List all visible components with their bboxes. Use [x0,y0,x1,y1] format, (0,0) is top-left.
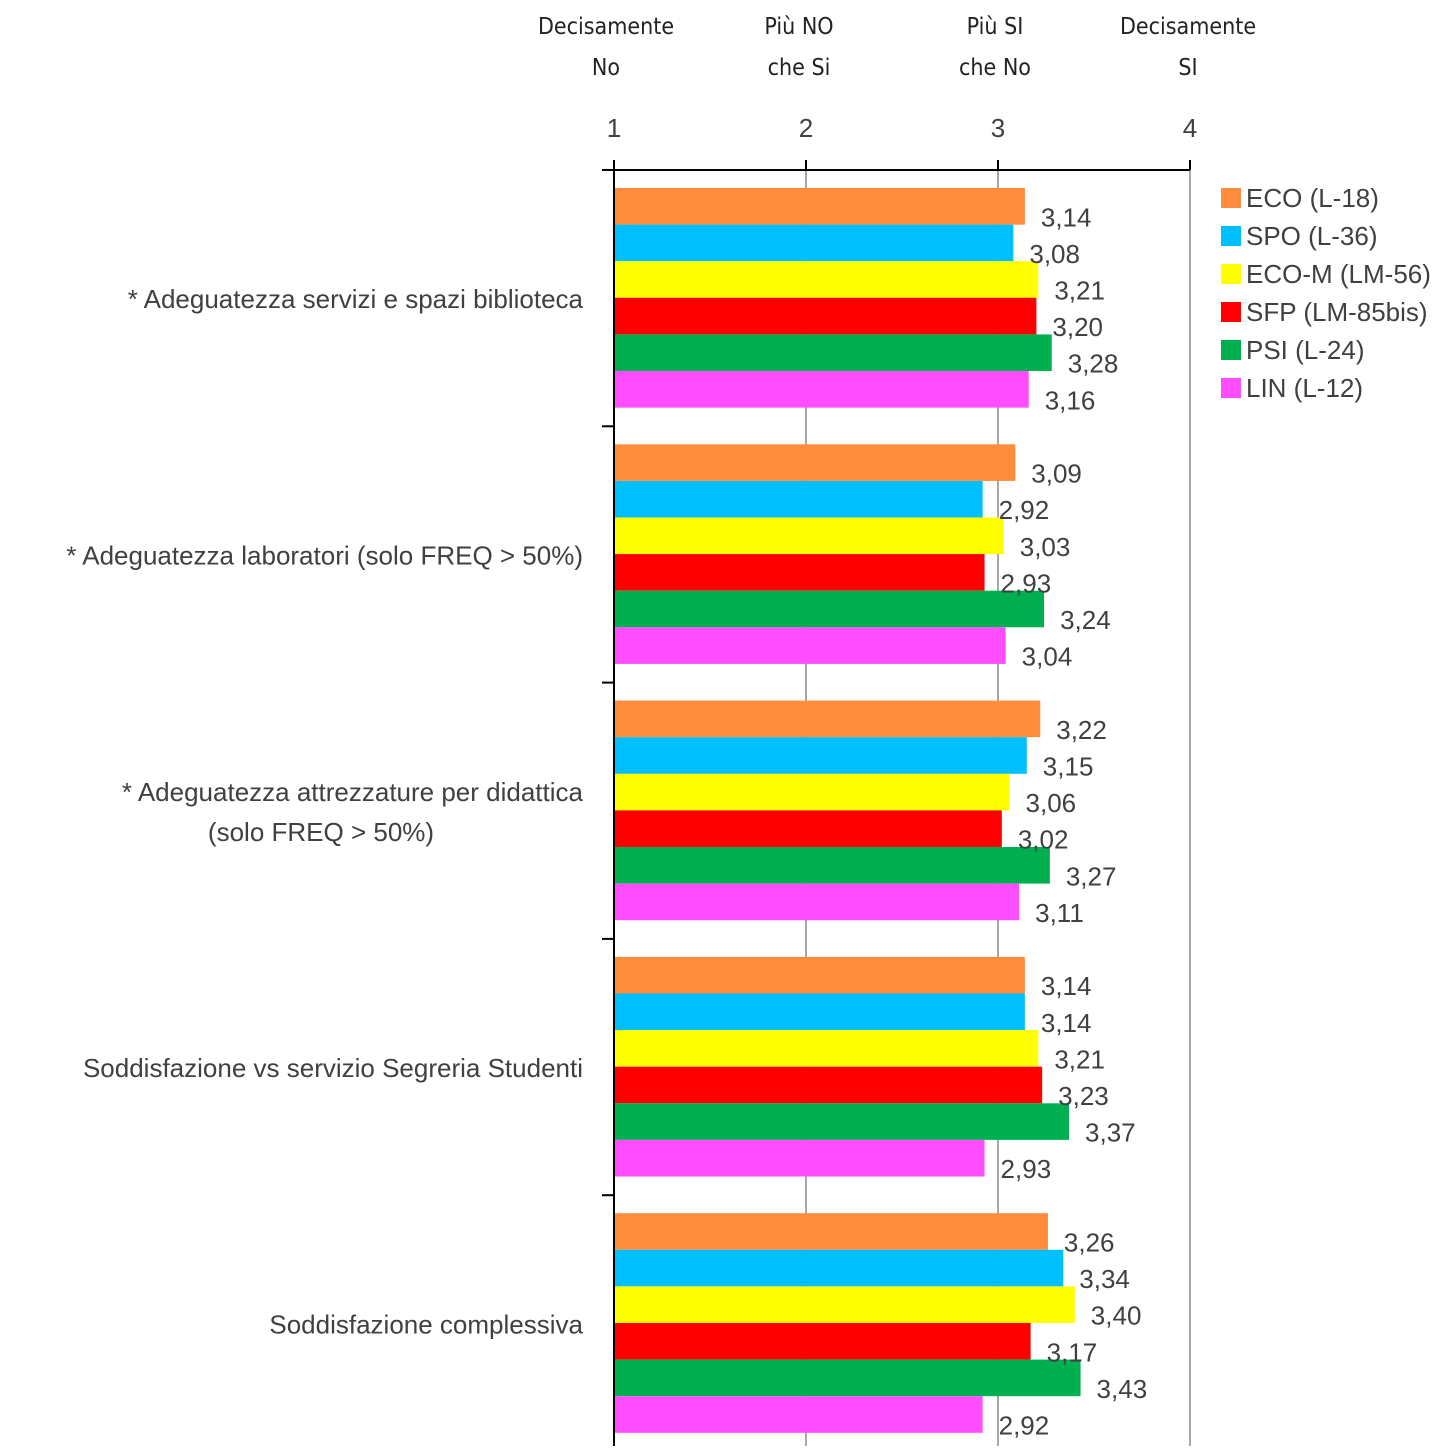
bar-1-2 [614,224,1014,262]
data-label: 3,22 [1056,715,1107,745]
legend-label: ECO (L-18) [1246,183,1379,213]
axes [602,160,1191,1446]
data-label: 3,14 [1041,971,1092,1001]
bar-4-1 [614,956,1025,994]
scale-label: Decisamente SI [1120,14,1256,81]
bar-4-5 [614,1103,1070,1140]
data-label: 3,28 [1068,349,1119,379]
category-label: * Adeguatezza laboratori (solo FREQ > 50… [66,540,583,570]
data-label: 3,03 [1020,532,1071,562]
category-label: Soddisfazione vs servizio Segreria Stude… [83,1053,583,1083]
legend-label: SPO (L-36) [1246,221,1378,251]
data-label: 2,93 [1001,1154,1052,1184]
data-label: 3,06 [1026,788,1077,818]
data-label: 3,37 [1085,1118,1136,1148]
data-label: 3,15 [1043,752,1094,782]
bar-2-3 [614,517,1004,555]
category-label: * Adeguatezza attrezzature per didattica… [122,777,584,847]
bar-1-3 [614,261,1039,298]
data-label: 3,34 [1079,1264,1130,1294]
bar-4-2 [614,993,1025,1031]
data-label: 3,09 [1031,459,1082,489]
data-label: 3,24 [1060,605,1111,635]
bar-2-2 [614,480,983,518]
x-tick-label: 3 [991,113,1005,143]
bars [614,188,1081,1433]
bar-5-4 [614,1323,1031,1360]
bar-2-6 [614,627,1006,664]
bar-5-2 [614,1249,1064,1287]
bar-5-1 [614,1213,1048,1250]
legend-swatch [1221,188,1241,208]
bar-2-4 [614,554,985,591]
data-label: 2,93 [1001,568,1052,598]
data-label: 3,16 [1045,385,1096,415]
x-tick-label: 2 [799,113,813,143]
bar-5-3 [614,1286,1075,1323]
scale-label: Più SI che No [959,14,1031,81]
bar-3-5 [614,847,1050,884]
bar-1-5 [614,334,1052,371]
legend-swatch [1221,302,1241,322]
data-label: 3,20 [1052,312,1103,342]
bar-1-6 [614,371,1029,408]
scale-label: Più NO che Si [764,14,833,81]
data-label: 3,08 [1029,239,1080,269]
data-label: 3,40 [1091,1301,1142,1331]
labels: 3,14 3,08 3,21 3,20 3,28 3,16 * Adeguatezza se… [66,14,1256,1441]
bar-3-2 [614,737,1027,774]
bar-3-3 [614,773,1010,811]
legend-swatch [1221,340,1241,360]
bar-3-1 [614,700,1041,738]
category-label: * Adeguatezza servizi e spazi biblioteca [128,284,584,314]
bar-4-6 [614,1139,985,1177]
legend-label: SFP (LM-85bis) [1246,297,1428,327]
data-label: 3,21 [1054,276,1105,306]
category-label: Soddisfazione complessiva [269,1309,583,1339]
bar-4-3 [614,1030,1039,1067]
legend: ECO (L-18) SPO (L-36) ECO-M (LM-56) SFP (LM… [1221,183,1431,403]
x-tick-label: 1 [607,113,621,143]
bar-5-5 [614,1359,1081,1397]
bar-2-1 [614,444,1016,481]
data-label: 3,14 [1041,1008,1092,1038]
bar-3-4 [614,810,1002,847]
data-label: 2,92 [999,495,1050,525]
bar-5-6 [614,1396,983,1433]
legend-swatch [1221,226,1241,246]
data-label: 3,23 [1058,1081,1109,1111]
legend-label: LIN (L-12) [1246,373,1363,403]
scale-label: Decisamente No [538,14,674,81]
bar-1-1 [614,188,1025,225]
bar-2-5 [614,590,1045,628]
legend-label: PSI (L-24) [1246,335,1365,365]
data-label: 3,21 [1054,1044,1105,1074]
data-label: 3,11 [1035,898,1084,928]
data-label: 2,92 [999,1411,1050,1441]
bar-3-6 [614,883,1020,921]
data-label: 3,26 [1064,1228,1115,1258]
data-label: 3,43 [1097,1374,1148,1404]
data-label: 3,14 [1041,202,1092,232]
data-label: 3,02 [1018,825,1069,855]
legend-swatch [1221,378,1241,398]
data-label: 3,04 [1022,642,1073,672]
data-label: 3,27 [1066,861,1117,891]
legend-swatch [1221,264,1241,284]
legend-label: ECO-M (LM-56) [1246,259,1431,289]
bar-1-4 [614,297,1037,335]
data-label: 3,17 [1047,1337,1098,1367]
bar-4-4 [614,1066,1043,1104]
x-tick-label: 4 [1183,113,1197,143]
